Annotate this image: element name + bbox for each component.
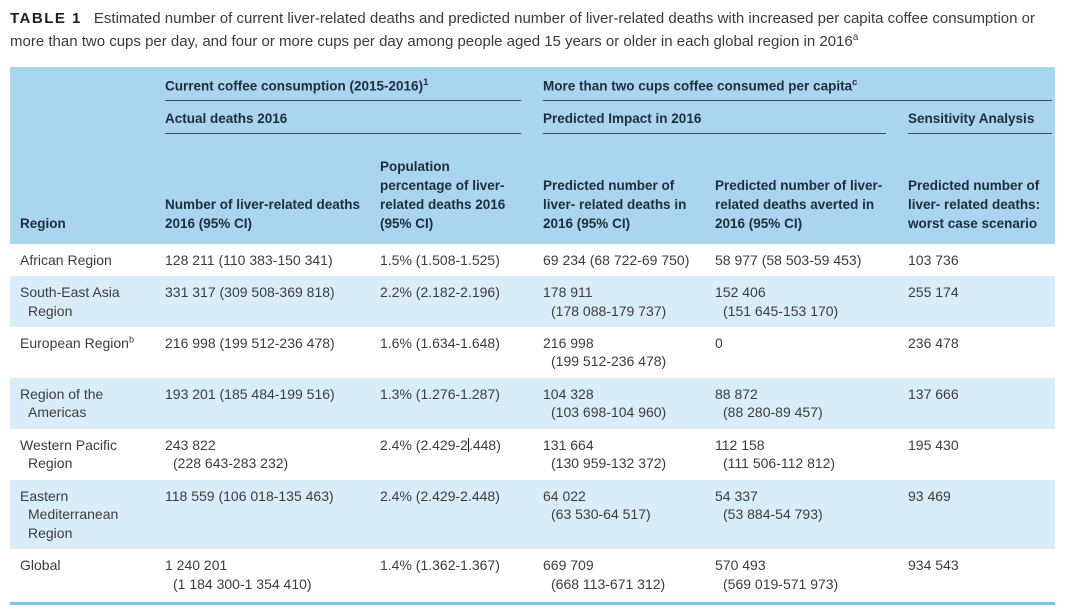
worst-case-cell: 236 478 [908, 326, 1056, 378]
actual-deaths-cell: 243 822 (228 643-283 232) [165, 428, 380, 480]
actual-deaths-cell: 128 211 (110 383-150 341) [165, 243, 380, 277]
predicted-deaths-cell: 216 998 (199 512-236 478) [543, 326, 716, 378]
current-consumption-footnote-mark: 1 [423, 76, 429, 88]
text-cursor [467, 437, 469, 452]
averted-deaths-cell: 88 872 (88 280-89 457) [715, 377, 909, 429]
region-column-header: Region [10, 134, 165, 244]
region-cell: Region of the Americas [10, 377, 165, 429]
region-cell: South-East Asia Region [10, 276, 165, 327]
predicted-deaths-column-header: Predicted number of liver- related death… [543, 134, 716, 244]
table-row: European Regionb 216 998 (199 512-236 478… [10, 326, 1056, 378]
averted-deaths-cell: 112 158 (111 506-112 812) [715, 428, 909, 480]
worst-case-column-header: Predicted number of liver- related death… [908, 134, 1056, 244]
population-percentage-cell: 1.3% (1.276-1.287) [380, 377, 544, 429]
table-caption-text: Estimated number of current liver-relate… [10, 10, 1035, 51]
population-percentage-cell: 1.5% (1.508-1.525) [380, 243, 544, 277]
header-spacer [10, 101, 165, 134]
averted-deaths-cell: 54 337 (53 884-54 793) [715, 479, 909, 550]
region-cell: Western Pacific Region [10, 428, 165, 480]
averted-deaths-cell: 570 493 (569 019-571 973) [715, 549, 909, 601]
population-percentage-cell: 2.2% (2.182-2.196) [380, 276, 544, 327]
actual-deaths-cell: 118 559 (106 018-135 463) [165, 479, 380, 550]
worst-case-cell: 137 666 [908, 377, 1056, 429]
table-row: Global 1 240 201 (1 184 300-1 354 410) 1.4%… [10, 549, 1056, 601]
header-group-row: Current coffee consumption (2015-2016)1 … [10, 66, 1056, 101]
worst-case-cell: 93 469 [908, 479, 1056, 550]
current-consumption-group-header: Current coffee consumption (2015-2016)1 [165, 66, 544, 101]
predicted-impact-subgroup-header: Predicted Impact in 2016 [543, 101, 909, 134]
population-percentage-cell: 2.4% (2.429-2.448) [380, 479, 544, 550]
table-row: Western Pacific Region 243 822 (228 643-283… [10, 428, 1056, 480]
actual-deaths-cell: 1 240 201 (1 184 300-1 354 410) [165, 549, 380, 601]
worst-case-cell: 103 736 [908, 243, 1056, 277]
table-number-label: TABLE 1 [10, 10, 82, 27]
predicted-deaths-cell: 69 234 (68 722-69 750) [543, 243, 716, 277]
more-than-two-cups-group-header: More than two cups coffee consumed per c… [543, 66, 1056, 101]
table-row: South-East Asia Region 331 317 (309 508-36… [10, 276, 1056, 327]
table-caption: TABLE 1 Estimated number of current liver… [10, 7, 1068, 54]
liver-deaths-table: Current coffee consumption (2015-2016) 1 … [10, 66, 1056, 601]
region-cell: European Regionb [10, 326, 165, 378]
current-consumption-label: Current coffee consumption (2015-2016) [165, 78, 424, 93]
population-percentage-column-header: Population percentage of liver-related d… [380, 134, 544, 244]
predicted-deaths-cell: 669 709 (668 113-671 312) [543, 549, 716, 601]
predicted-deaths-cell: 178 911 (178 088-179 737) [543, 276, 716, 327]
predicted-deaths-cell: 104 328 (103 698-104 960) [543, 377, 716, 429]
averted-deaths-cell: 58 977 (58 503-59 453) [715, 243, 909, 277]
header-columns-row: Region Number of liver-related deaths 20… [10, 134, 1056, 244]
averted-deaths-cell: 152 406 (151 645-153 170) [715, 276, 909, 327]
population-percentage-cell: 2.4% (2.429-2.448) [380, 428, 544, 480]
region-cell: African Region [10, 243, 165, 277]
region-cell: Eastern Mediterranean Region [10, 479, 165, 550]
table-bottom-rule [10, 602, 1055, 606]
worst-case-cell: 195 430 [908, 428, 1056, 480]
worst-case-cell: 255 174 [908, 276, 1056, 327]
row-footnote-mark: b [128, 334, 134, 345]
actual-deaths-column-header: Number of liver-related deaths 2016 (95%… [165, 134, 380, 244]
actual-deaths-subgroup-header: Actual deaths 2016 [165, 101, 544, 134]
table-header: Current coffee consumption (2015-2016)1 … [10, 66, 1056, 244]
averted-deaths-cell: 0 [715, 326, 909, 378]
predicted-deaths-cell: 131 664 (130 959-132 372) [543, 428, 716, 480]
table-row: Eastern Mediterranean Region 118 559 (106 0… [10, 479, 1056, 550]
worst-case-cell: 934 543 [908, 549, 1056, 601]
population-percentage-cell: 1.4% (1.362-1.367) [380, 549, 544, 601]
predicted-deaths-cell: 64 022 (63 530-64 517) [543, 479, 716, 550]
sensitivity-analysis-subgroup-header: Sensitivity Analysis [908, 101, 1056, 134]
more-than-two-cups-label: More than two cups coffee consumed per c… [543, 78, 853, 93]
population-percentage-cell: 1.6% (1.634-1.648) [380, 326, 544, 378]
table-body: African Region 128 211 (110 383-150 341) 1… [10, 243, 1056, 601]
table-row: Region of the Americas 193 201 (185 484-19… [10, 377, 1056, 429]
header-subgroup-row: Actual deaths 2016 Predicted Impact in 2… [10, 101, 1056, 134]
caption-footnote-mark: a [852, 32, 859, 44]
header-spacer [10, 66, 165, 101]
averted-deaths-column-header: Predicted number of liver-related deaths… [715, 134, 909, 244]
table-row: African Region 128 211 (110 383-150 341) 1… [10, 243, 1056, 277]
actual-deaths-cell: 331 317 (309 508-369 818) [165, 276, 380, 327]
region-cell: Global [10, 549, 165, 601]
actual-deaths-cell: 216 998 (199 512-236 478) [165, 326, 380, 378]
actual-deaths-cell: 193 201 (185 484-199 516) [165, 377, 380, 429]
more-than-two-cups-footnote-mark: c [852, 76, 858, 88]
